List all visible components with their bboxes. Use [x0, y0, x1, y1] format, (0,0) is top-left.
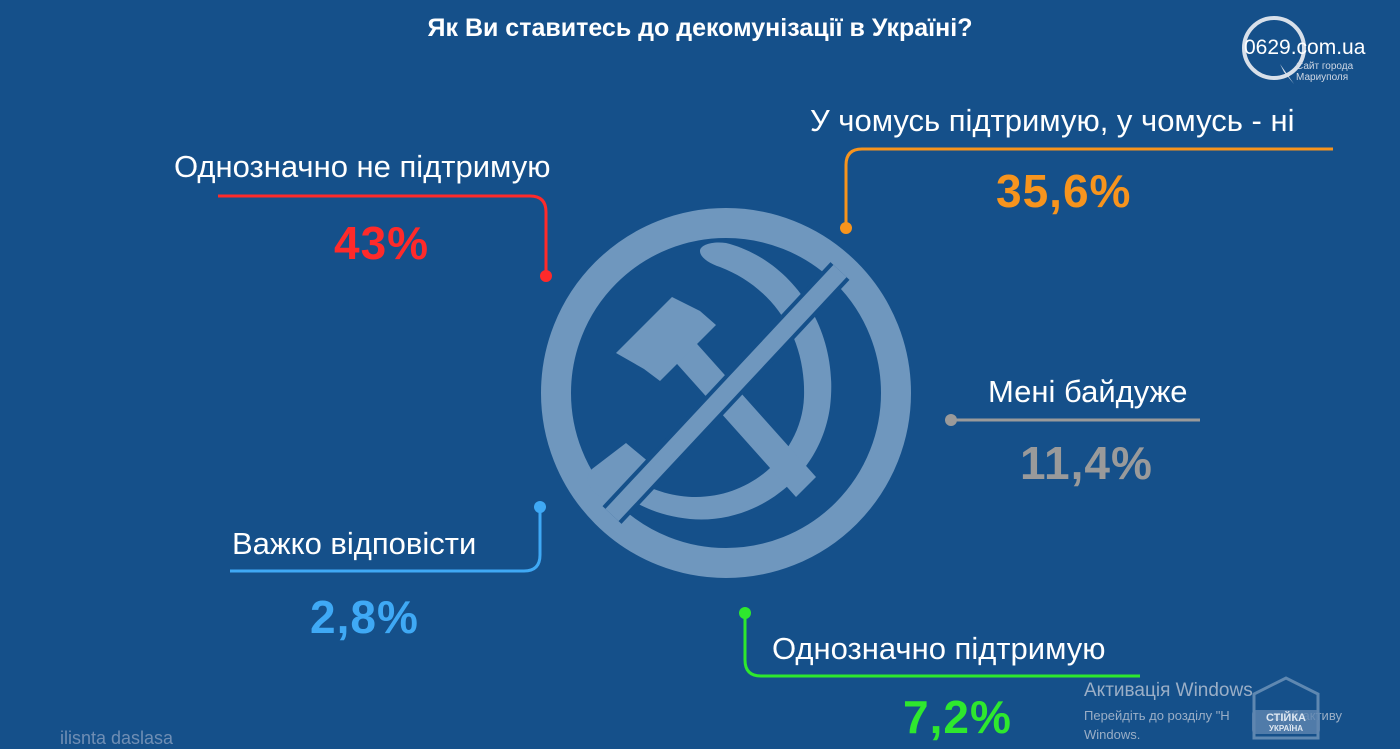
value-indifferent: 11,4%: [1020, 437, 1153, 489]
value-strongly-not-support: 43%: [334, 217, 430, 269]
logo-tagline-2: Мариуполя: [1296, 72, 1349, 83]
site-logo[interactable]: 0629.com.ua Сайт города Мариуполя: [1240, 14, 1390, 84]
value-partly-support: 35,6%: [996, 165, 1132, 217]
leader-dot-orange: [840, 222, 852, 234]
watermark-line-3: Windows.: [1084, 727, 1141, 742]
leader-line-orange: [844, 147, 1333, 228]
label-strongly-not-support: Однозначно не підтримую: [174, 149, 551, 184]
leader-line-blue: [230, 507, 542, 573]
stamp-text-1: УКРАЇНА: [1269, 724, 1303, 733]
value-strongly-support: 7,2%: [903, 691, 1012, 743]
watermark-line-1: Активація Windows: [1084, 680, 1253, 701]
value-hard-to-say: 2,8%: [310, 591, 419, 643]
label-hard-to-say: Важко відповісти: [232, 526, 477, 561]
label-strongly-support: Однозначно підтримую: [772, 631, 1106, 666]
leader-dot-green: [739, 607, 751, 619]
leader-line-green: [743, 613, 1140, 678]
leader-dot-gray: [945, 414, 957, 426]
leader-line-red: [218, 194, 548, 276]
leader-dot-red: [540, 270, 552, 282]
stamp-text-0: СТІЙКА: [1266, 711, 1306, 724]
logo-site-name: 0629.com.ua: [1244, 36, 1366, 59]
prohibited-hammer-sickle-icon: [541, 208, 911, 578]
logo-ring-icon: [1242, 16, 1306, 84]
leader-dot-blue: [534, 501, 546, 513]
label-partly-support: У чомусь підтримую, у чомусь - ні: [810, 103, 1295, 138]
bottom-caption: ilisnta daslasa: [60, 728, 174, 748]
chart-title: Як Ви ставитесь до декомунізації в Украї…: [427, 14, 973, 42]
label-indifferent: Мені байдуже: [988, 374, 1188, 409]
logo-tagline-1: Сайт города: [1296, 61, 1354, 72]
